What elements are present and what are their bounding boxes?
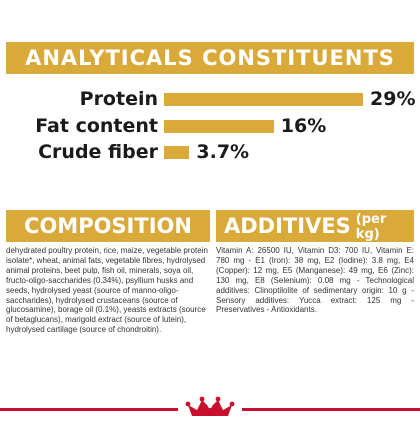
- additives-title: ADDITIVES: [224, 214, 351, 238]
- crude-fiber-row: Crude fiber 3.7%: [0, 138, 420, 166]
- crude-fiber-bar: [164, 146, 190, 159]
- fat-content-label: Fat content: [35, 115, 158, 137]
- composition-title-banner: COMPOSITION: [6, 210, 210, 242]
- additives-title-banner: ADDITIVES (per kg): [216, 210, 414, 242]
- additives-unit: (per kg): [355, 212, 387, 242]
- crude-fiber-value: 3.7%: [196, 141, 250, 163]
- analytics-title-banner: ANALYTICALS CONSTITUENTS: [6, 42, 414, 74]
- additives-text: Vitamin A: 26500 IU, Vitamin D3: 700 IU,…: [216, 246, 414, 315]
- crude-fiber-label: Crude fiber: [38, 141, 158, 163]
- protein-row: Protein 29%: [0, 85, 420, 113]
- protein-bar: [164, 93, 363, 106]
- composition-text: dehydrated poultry protein, rice, maize,…: [6, 246, 208, 335]
- fat-content-bar: [164, 120, 274, 133]
- analytics-title: ANALYTICALS CONSTITUENTS: [25, 46, 395, 70]
- fat-content-value: 16%: [280, 115, 327, 137]
- fat-content-row: Fat content 16%: [0, 112, 420, 140]
- protein-label: Protein: [79, 88, 158, 110]
- royal-canin-logo-icon: [178, 394, 242, 420]
- protein-value: 29%: [370, 88, 416, 110]
- composition-title: COMPOSITION: [24, 214, 192, 238]
